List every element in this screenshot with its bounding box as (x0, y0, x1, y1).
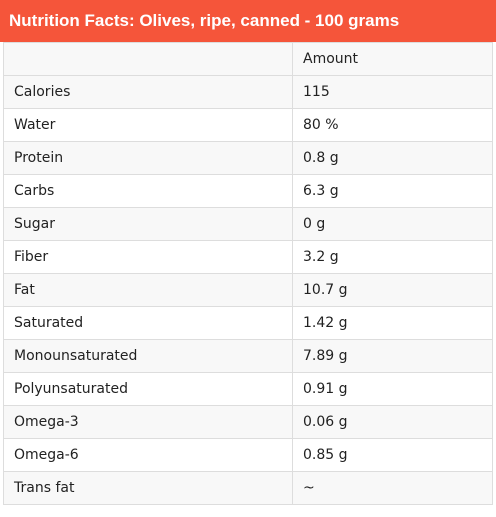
table-row: Calories 115 (3, 75, 493, 109)
nutrient-amount: 0.8 g (292, 141, 493, 175)
nutrient-name: Protein (3, 141, 293, 175)
header-amount-cell: Amount (292, 42, 493, 76)
nutrient-amount: 10.7 g (292, 273, 493, 307)
nutrient-name: Omega-6 (3, 438, 293, 472)
nutrient-name: Monounsaturated (3, 339, 293, 373)
nutrient-amount: 6.3 g (292, 174, 493, 208)
table-row: Protein 0.8 g (3, 141, 493, 175)
table-row: Trans fat ~ (3, 471, 493, 505)
nutrient-name: Calories (3, 75, 293, 109)
nutrient-name: Fiber (3, 240, 293, 274)
table-header-row: Amount (3, 42, 493, 76)
table-row: Saturated 1.42 g (3, 306, 493, 340)
nutrient-name: Fat (3, 273, 293, 307)
table-row: Fiber 3.2 g (3, 240, 493, 274)
table-row: Omega-3 0.06 g (3, 405, 493, 439)
nutrition-facts-table: Amount Calories 115 Water 80 % Protein 0… (3, 42, 493, 505)
nutrient-amount: 0.06 g (292, 405, 493, 439)
nutrient-amount: 0.91 g (292, 372, 493, 406)
nutrient-name: Saturated (3, 306, 293, 340)
nutrient-name: Sugar (3, 207, 293, 241)
table-row: Carbs 6.3 g (3, 174, 493, 208)
nutrient-name: Polyunsaturated (3, 372, 293, 406)
table-row: Monounsaturated 7.89 g (3, 339, 493, 373)
header-name-cell (3, 42, 293, 76)
table-row: Omega-6 0.85 g (3, 438, 493, 472)
table-row: Water 80 % (3, 108, 493, 142)
nutrient-amount: 0 g (292, 207, 493, 241)
nutrient-name: Water (3, 108, 293, 142)
nutrient-amount: 1.42 g (292, 306, 493, 340)
nutrient-amount: 80 % (292, 108, 493, 142)
nutrient-amount: 3.2 g (292, 240, 493, 274)
table-row: Fat 10.7 g (3, 273, 493, 307)
nutrient-name: Trans fat (3, 471, 293, 505)
nutrient-name: Carbs (3, 174, 293, 208)
nutrient-amount: 0.85 g (292, 438, 493, 472)
nutrient-amount: 7.89 g (292, 339, 493, 373)
table-row: Polyunsaturated 0.91 g (3, 372, 493, 406)
nutrition-facts-title: Nutrition Facts: Olives, ripe, canned - … (0, 0, 496, 42)
nutrient-name: Omega-3 (3, 405, 293, 439)
nutrient-amount: ~ (292, 471, 493, 505)
nutrient-amount: 115 (292, 75, 493, 109)
table-row: Sugar 0 g (3, 207, 493, 241)
